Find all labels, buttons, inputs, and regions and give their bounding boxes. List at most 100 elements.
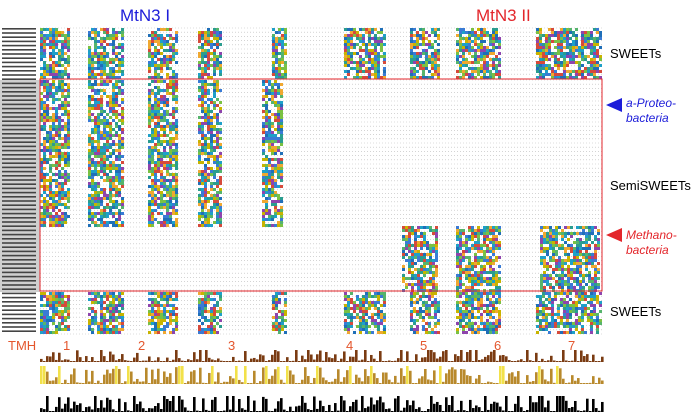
sequence-name [2, 280, 36, 282]
residue-cell [115, 179, 118, 182]
residue-cell [169, 322, 172, 325]
residue-cell [564, 280, 567, 283]
residue-cell [204, 101, 207, 104]
residue-cell [546, 232, 549, 235]
residue-cell [100, 80, 103, 83]
residue-cell [175, 292, 178, 295]
residue-cell [204, 295, 207, 298]
residue-cell [61, 31, 64, 34]
residue-cell [163, 116, 166, 119]
residue-cell [588, 262, 591, 265]
residue-cell [55, 64, 58, 67]
residue-cell [88, 49, 91, 52]
residue-cell [204, 310, 207, 313]
residue-cell [43, 197, 46, 200]
residue-cell [545, 52, 548, 55]
residue-cell [52, 61, 55, 64]
residue-cell [428, 298, 431, 301]
residue-cell [151, 146, 154, 149]
residue-cell [576, 280, 579, 283]
residue-cell [281, 61, 284, 64]
residue-cell [115, 298, 118, 301]
residue-cell [115, 92, 118, 95]
residue-cell [67, 125, 70, 128]
residue-cell [268, 194, 271, 197]
residue-cell [103, 206, 106, 209]
conservation-bar [157, 357, 160, 362]
residue-cell [564, 232, 567, 235]
residue-cell [383, 319, 386, 322]
residue-cell [118, 46, 121, 49]
residue-cell [46, 131, 49, 134]
residue-cell [67, 128, 70, 131]
residue-cell [284, 28, 287, 31]
residue-cell [465, 268, 468, 271]
residue-cell [157, 221, 160, 224]
residue-cell [100, 146, 103, 149]
residue-cell [570, 235, 573, 238]
residue-cell [584, 55, 587, 58]
residue-cell [213, 64, 216, 67]
residue-cell [492, 259, 495, 262]
residue-cell [204, 307, 207, 310]
residue-cell [471, 244, 474, 247]
residue-cell [172, 197, 175, 200]
residue-cell [492, 307, 495, 310]
residue-cell [55, 46, 58, 49]
residue-cell [477, 226, 480, 229]
residue-cell [67, 194, 70, 197]
residue-cell [459, 55, 462, 58]
residue-cell [498, 286, 501, 289]
residue-cell [465, 313, 468, 316]
residue-cell [91, 203, 94, 206]
residue-cell [49, 155, 52, 158]
residue-cell [278, 292, 281, 295]
residue-cell [540, 259, 543, 262]
residue-cell [163, 80, 166, 83]
residue-cell [549, 229, 552, 232]
residue-cell [462, 325, 465, 328]
residue-cell [566, 319, 569, 322]
conservation-bar [148, 356, 151, 362]
residue-cell [55, 191, 58, 194]
residue-cell [411, 286, 414, 289]
residue-cell [498, 277, 501, 280]
residue-cell [280, 92, 283, 95]
residue-cell [148, 122, 151, 125]
residue-cell [268, 158, 271, 161]
residue-cell [495, 244, 498, 247]
residue-cell [588, 256, 591, 259]
residue-cell [480, 295, 483, 298]
residue-cell [474, 253, 477, 256]
residue-cell [55, 221, 58, 224]
residue-cell [91, 200, 94, 203]
residue-cell [425, 301, 428, 304]
residue-cell [151, 107, 154, 110]
residue-cell [429, 265, 432, 268]
residue-cell [43, 179, 46, 182]
residue-cell [402, 238, 405, 241]
residue-cell [414, 232, 417, 235]
residue-cell [157, 134, 160, 137]
residue-cell [160, 212, 163, 215]
residue-cell [207, 331, 210, 334]
residue-cell [590, 328, 593, 331]
residue-cell [471, 295, 474, 298]
residue-cell [489, 70, 492, 73]
residue-cell [579, 241, 582, 244]
residue-cell [578, 49, 581, 52]
residue-cell [465, 40, 468, 43]
residue-cell [465, 325, 468, 328]
residue-cell [49, 298, 52, 301]
residue-cell [277, 209, 280, 212]
residue-cell [52, 224, 55, 227]
residue-cell [157, 76, 160, 79]
residue-cell [572, 49, 575, 52]
residue-cell [58, 49, 61, 52]
residue-cell [157, 161, 160, 164]
residue-cell [356, 325, 359, 328]
residue-cell [489, 58, 492, 61]
residue-cell [175, 194, 178, 197]
residue-cell [495, 238, 498, 241]
residue-cell [97, 194, 100, 197]
